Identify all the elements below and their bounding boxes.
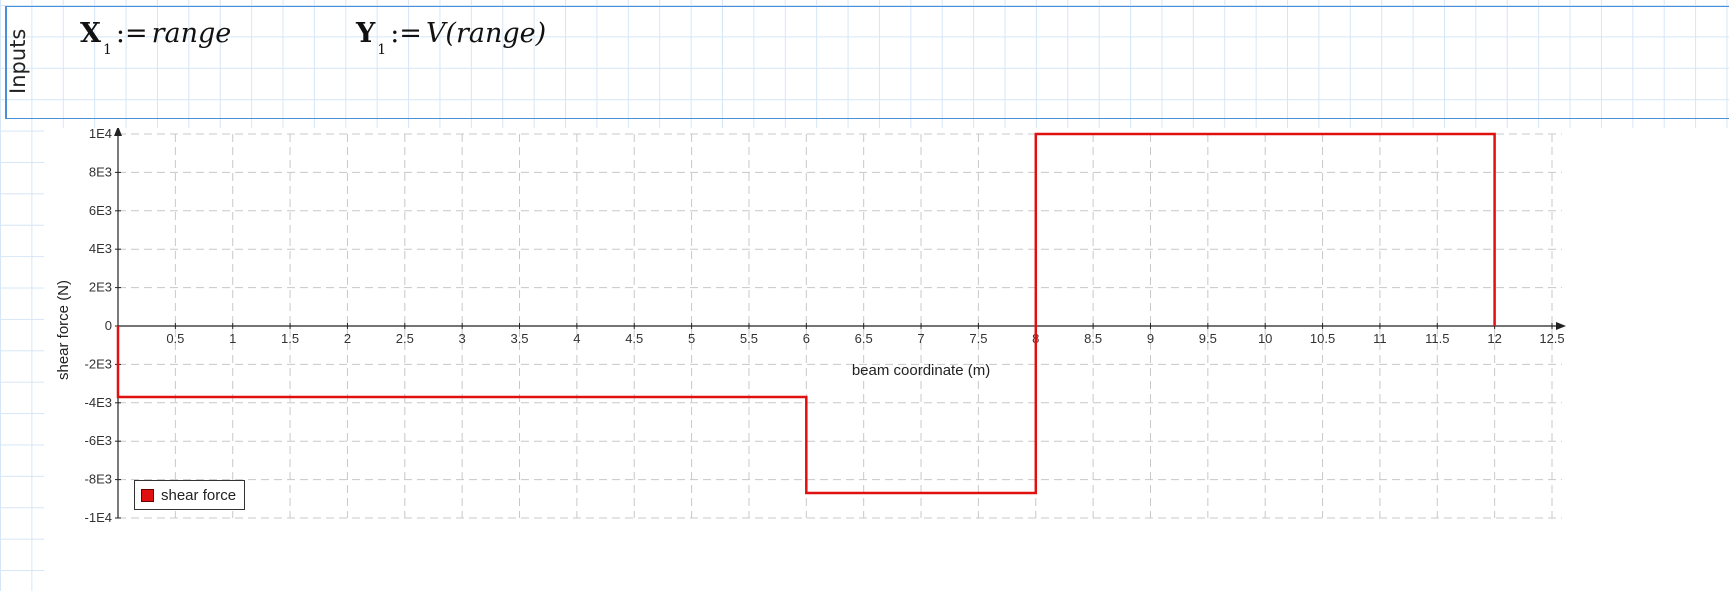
x-tick-label-4: 2.5	[396, 331, 414, 346]
x-tick-label-2: 1.5	[281, 331, 299, 346]
x-tick-label-5: 3	[459, 331, 466, 346]
y-tick-label-10: -1E4	[85, 510, 112, 525]
x-tick-label-23: 12	[1487, 331, 1501, 346]
x-tick-label-11: 6	[803, 331, 810, 346]
x-tick-label-6: 3.5	[510, 331, 528, 346]
y-tick-label-8: -6E3	[85, 433, 112, 448]
inputs-region[interactable]	[38, 6, 1729, 119]
equation-x1[interactable]: X1:= range	[80, 18, 231, 58]
y-tick-label-6: -2E3	[85, 356, 112, 371]
x-tick-label-22: 11.5	[1425, 331, 1449, 346]
legend-label-shear-force: shear force	[161, 486, 237, 504]
x-tick-label-21: 11	[1373, 331, 1387, 346]
plot-canvas: 0.5 1 1.5 2 2.5 3 3.5 4 4.5 5 5.5 6 6.5 7 7.5 8 8.5 9 9.5 1…	[55, 128, 1566, 525]
x-tick-label-8: 4.5	[625, 331, 643, 346]
x-tick-label-0: 0.5	[166, 331, 184, 346]
y-tick-label-3: 4E3	[89, 241, 112, 256]
x-tick-label-24: 12.5	[1539, 331, 1564, 346]
y-tick-label-9: -8E3	[85, 472, 112, 487]
x-tick-label-10: 5.5	[740, 331, 758, 346]
x-axis-arrow-icon	[1556, 322, 1566, 330]
plot-series	[116, 132, 1496, 495]
x-tick-label-18: 9.5	[1199, 331, 1217, 346]
series-line-0	[116, 132, 1496, 495]
x-tick-label-7: 4	[573, 331, 580, 346]
x-tick-label-16: 8.5	[1084, 331, 1102, 346]
x-tick-label-20: 10.5	[1310, 331, 1335, 346]
equation-y1[interactable]: Y1:= V(range)	[356, 18, 546, 58]
plot-axes	[114, 128, 1566, 519]
y-tick-label-4: 2E3	[89, 280, 112, 295]
inputs-region-tab[interactable]	[5, 6, 38, 119]
y-tick-label-7: -4E3	[85, 395, 112, 410]
plot-legend[interactable]: shear force	[134, 480, 246, 510]
equation-x1-variable: X	[80, 18, 101, 49]
legend-swatch-shear-force	[141, 488, 154, 502]
inputs-region-label: Inputs	[6, 28, 30, 94]
x-tick-label-14: 7.5	[969, 331, 987, 346]
x-tick-label-3: 2	[344, 331, 351, 346]
y-axis-title: shear force (N)	[55, 280, 72, 380]
equation-y1-variable: Y	[356, 18, 376, 49]
y-tick-label-0: 1E4	[89, 128, 112, 141]
y-axis-arrow-icon	[114, 128, 122, 136]
equation-x1-subscript: 1	[102, 42, 112, 58]
equation-y1-operator: :=	[390, 18, 422, 49]
shear-force-plot[interactable]: 0.5 1 1.5 2 2.5 3 3.5 4 4.5 5 5.5 6 6.5 7 7.5 8 8.5 9 9.5 1…	[44, 128, 1729, 591]
equation-y1-expression: V(range)	[425, 18, 547, 49]
x-axis-title: beam coordinate (m)	[852, 362, 990, 379]
x-tick-label-19: 10	[1258, 331, 1272, 346]
x-tick-label-13: 7	[917, 331, 924, 346]
y-tick-label-5: 0	[105, 318, 112, 333]
plot-tick-labels: 0.5 1 1.5 2 2.5 3 3.5 4 4.5 5 5.5 6 6.5 7 7.5 8 8.5 9 9.5 1…	[85, 128, 1565, 525]
equation-x1-expression: range	[151, 18, 232, 49]
x-tick-label-1: 1	[229, 331, 236, 346]
y-tick-label-2: 6E3	[89, 203, 112, 218]
x-tick-label-12: 6.5	[855, 331, 873, 346]
y-tick-label-1: 8E3	[89, 164, 112, 179]
x-tick-label-17: 9	[1147, 331, 1154, 346]
equation-y1-subscript: 1	[377, 42, 387, 58]
x-tick-label-9: 5	[688, 331, 695, 346]
equation-x1-operator: :=	[115, 18, 148, 49]
